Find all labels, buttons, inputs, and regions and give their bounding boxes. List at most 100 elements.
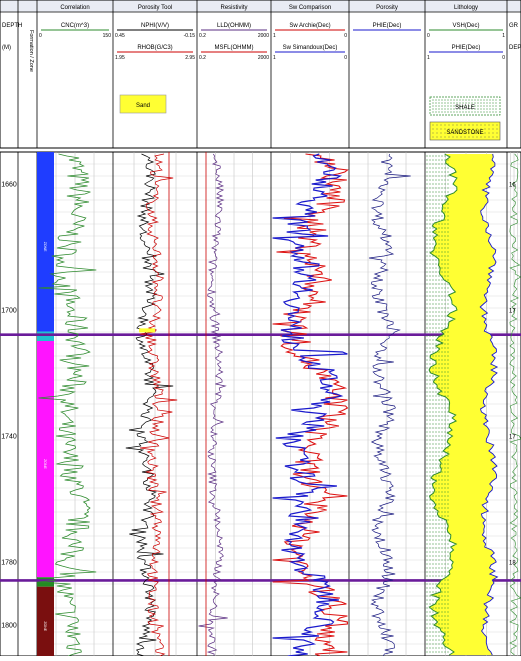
track-title: Porosity	[376, 5, 398, 11]
sandstone-legend-dot	[460, 136, 462, 138]
right-depth-label: 17	[509, 435, 516, 441]
right-depth-label: 17	[509, 309, 516, 315]
curve-scale-min: 0	[427, 33, 430, 39]
curve-scale-min: 1.95	[115, 55, 125, 61]
sandstone-legend-dot	[492, 136, 494, 138]
sandstone-legend-dot	[484, 132, 486, 134]
curve-label: RHOB(G/C3)	[137, 45, 172, 51]
right-depth-label: 18	[509, 561, 516, 567]
track-title: Resistivity	[220, 5, 247, 11]
sandstone-legend-dot	[492, 132, 494, 134]
sandstone-legend-dot	[448, 128, 450, 130]
sandstone-legend-dot	[440, 136, 442, 138]
right-gr-curve	[509, 153, 521, 656]
sandstone-legend-dot	[468, 128, 470, 130]
sandstone-legend-dot	[476, 124, 478, 126]
header-title-bg	[18, 0, 37, 12]
sandstone-legend-dot	[476, 136, 478, 138]
sandstone-legend-dot	[460, 132, 462, 134]
curve-label: MSFL(OHMM)	[215, 45, 254, 51]
curve-scale-max: -0.15	[184, 33, 196, 39]
log-header: DEPTH (M) Correlation CNC(m^3) 0 150 Porosity …	[0, 0, 521, 149]
curve-label: DEPTH	[2, 23, 22, 29]
curve-label: NPHI(V/V)	[141, 23, 169, 29]
sandstone-legend-dot	[444, 124, 446, 126]
sandstone-legend-dot	[456, 136, 458, 138]
sandstone-legend-dot	[432, 124, 434, 126]
zone-band	[37, 152, 54, 332]
sandstone-legend-dot	[488, 124, 490, 126]
sandstone-legend-dot	[464, 128, 466, 130]
zone-tag: ZONE	[43, 459, 47, 469]
rhob-curve	[139, 153, 178, 657]
depth-tick-label: 1800	[1, 623, 17, 630]
depth-tick-label: 1700	[1, 308, 17, 315]
curve-scale-max: 0	[344, 55, 347, 61]
sandstone-legend-dot	[452, 136, 454, 138]
log-body: 1660 1700 1740 1780 1800 ZONE ZONE ZONE 16 17 17 18	[0, 151, 521, 657]
sw-simandoux-curve	[272, 153, 348, 657]
sandstone-legend-dot	[472, 124, 474, 126]
sandstone-legend-dot	[480, 128, 482, 130]
curve-label: Sw Simandoux(Dec)	[283, 45, 338, 51]
sandstone-legend-dot	[484, 136, 486, 138]
curve-scale-max: 0	[502, 55, 505, 61]
curve-scale-min: 0.2	[199, 33, 206, 39]
track-title: Porosity Tool	[138, 5, 172, 11]
sandstone-legend-dot	[480, 132, 482, 134]
sandstone-legend-dot	[440, 128, 442, 130]
zone-band	[37, 341, 54, 578]
zone-band	[37, 586, 54, 656]
header-title-bg	[37, 0, 113, 12]
depth-tick-label: 1740	[1, 434, 17, 441]
shale-legend-label: SHALE	[455, 105, 475, 111]
curve-scale-max: 2.95	[185, 55, 195, 61]
sandstone-legend-dot	[444, 128, 446, 130]
track-title: Correlation	[60, 5, 89, 11]
sandstone-legend-dot	[432, 136, 434, 138]
right-depth-label: 16	[509, 183, 516, 189]
sandstone-legend-dot	[476, 132, 478, 134]
phie-curve	[368, 153, 411, 657]
sandstone-legend-dot	[488, 128, 490, 130]
sandstone-legend-dot	[444, 132, 446, 134]
sandstone-legend-dot	[496, 128, 498, 130]
sandstone-legend-dot	[464, 132, 466, 134]
sandstone-legend-dot	[436, 136, 438, 138]
sandstone-legend-dot	[488, 136, 490, 138]
sandstone-legend-dot	[492, 124, 494, 126]
sandstone-legend-label: SANDSTONE	[446, 130, 483, 136]
sandstone-legend-dot	[444, 136, 446, 138]
sandstone-legend-dot	[464, 136, 466, 138]
curve-scale-max: 2000	[258, 55, 269, 61]
curve-scale-min: 0	[39, 33, 42, 39]
curve-label: Sw Archie(Dec)	[289, 23, 330, 29]
sandstone-legend-dot	[456, 132, 458, 134]
curve-scale-max: 2000	[258, 33, 269, 39]
zone-tag: ZONE	[43, 242, 47, 252]
curve-label: VSH(Dec)	[452, 23, 479, 29]
curve-scale-min: 0.45	[115, 33, 125, 39]
sandstone-legend-dot	[448, 132, 450, 134]
sandstone-legend-box	[429, 121, 501, 141]
sandstone-legend-dot	[472, 136, 474, 138]
sandstone-legend-dot	[468, 124, 470, 126]
header-title-bg	[113, 0, 197, 12]
sandstone-legend-dot	[456, 128, 458, 130]
sandstone-legend-dot	[488, 132, 490, 134]
sandstone-legend-dot	[496, 136, 498, 138]
sandstone-legend-dot	[440, 132, 442, 134]
formation-axis-label: Formation / Zone	[28, 30, 34, 72]
vsh-curve	[428, 153, 458, 656]
sandstone-legend-dot	[452, 124, 454, 126]
curve-scale-max: 1	[502, 33, 505, 39]
header-title-bg	[349, 0, 425, 12]
sandstone-legend-dot	[464, 124, 466, 126]
sandstone-legend-dot	[480, 124, 482, 126]
curve-scale-max: 0	[344, 33, 347, 39]
zone-band	[37, 331, 54, 341]
sandstone-legend-dot	[456, 124, 458, 126]
correlation-curve	[38, 153, 97, 657]
curve-scale-min: 1	[273, 33, 276, 39]
header-title-bg	[425, 0, 507, 12]
